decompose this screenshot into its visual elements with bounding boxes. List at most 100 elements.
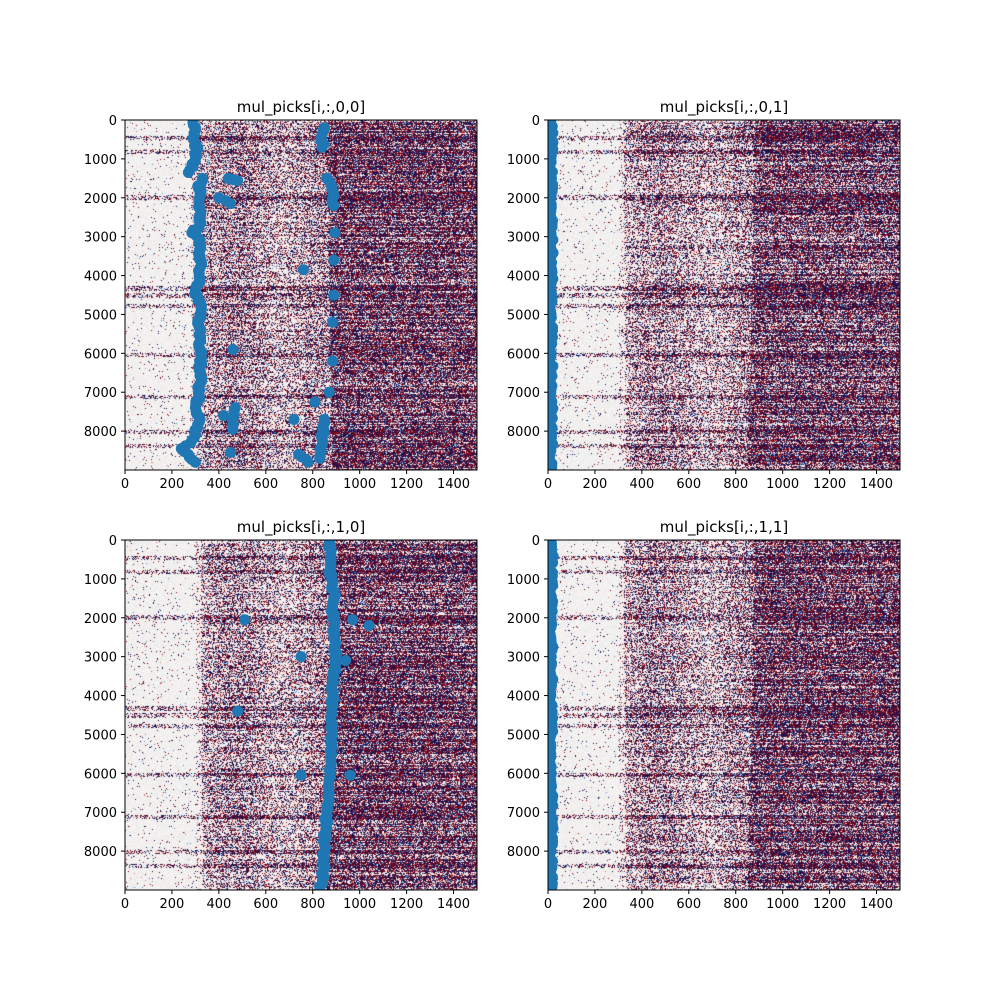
pick-point [329,227,341,239]
pick-point [189,456,201,468]
pick-point [314,884,326,890]
y-tick-label: 6000 [84,767,117,782]
x-tick-label: 1200 [813,897,846,912]
y-tick-label: 2000 [84,612,117,627]
x-tick-label: 1000 [766,477,799,492]
pick-point [314,452,326,464]
y-tick-label: 5000 [507,728,540,743]
y-tick-label: 7000 [84,806,117,821]
y-tick-label: 1000 [84,573,117,588]
x-tick-label: 800 [300,897,325,912]
subplot-title: mul_picks[i,:,1,0] [237,518,366,537]
x-tick-label: 200 [583,897,608,912]
pick-point [295,769,307,781]
axes-frame [547,119,901,471]
pick-point [328,200,340,212]
axes-frame [124,539,478,891]
y-tick-label: 0 [109,114,117,129]
y-tick-label: 5000 [84,728,117,743]
x-tick-label: 200 [583,477,608,492]
y-tick-label: 8000 [84,425,117,440]
y-tick-label: 5000 [84,308,117,323]
y-tick-label: 7000 [507,806,540,821]
pick-point [225,447,237,458]
y-tick-label: 2000 [84,192,117,207]
pick-point [182,167,194,178]
y-tick-label: 3000 [507,231,540,246]
axes-frame [547,539,901,891]
y-tick-label: 6000 [507,347,540,362]
x-tick-label: 0 [544,477,552,492]
y-tick-label: 4000 [507,690,540,705]
pick-point [295,651,307,663]
pick-point [548,464,557,470]
picks-layer [548,540,559,890]
pick-point [323,386,335,398]
heatmap-image [548,540,900,890]
pick-point [288,413,300,425]
x-tick-label: 400 [629,897,654,912]
axes-frame [124,119,478,471]
heatmap-image [125,120,477,470]
x-tick-label: 600 [676,897,701,912]
pick-point [548,884,557,890]
y-tick-label: 4000 [507,270,540,285]
pick-point [327,355,339,367]
x-tick-label: 0 [121,477,129,492]
pick-point [309,396,321,408]
heatmap-image [125,540,477,890]
pick-point [232,175,244,187]
x-tick-label: 1000 [343,477,376,492]
y-tick-label: 7000 [507,386,540,401]
x-tick-label: 800 [300,477,325,492]
y-tick-label: 0 [109,534,117,549]
heatmap-image [548,120,900,470]
x-tick-label: 200 [160,477,185,492]
pick-point [363,620,375,632]
y-tick-label: 1000 [507,153,540,168]
x-tick-label: 0 [544,897,552,912]
pick-point [340,655,352,667]
subplot-title: mul_picks[i,:,0,1] [660,98,789,117]
x-tick-label: 400 [629,477,654,492]
y-tick-label: 1000 [507,573,540,588]
x-tick-label: 1200 [390,477,423,492]
y-tick-label: 3000 [507,651,540,666]
x-tick-label: 1400 [860,477,893,492]
pick-point [227,343,239,355]
y-tick-label: 1000 [84,153,117,168]
picks-layer [175,120,341,468]
y-tick-label: 5000 [507,308,540,323]
y-tick-label: 6000 [84,347,117,362]
y-tick-label: 3000 [84,231,117,246]
x-tick-label: 600 [253,477,278,492]
x-tick-label: 600 [676,477,701,492]
x-tick-label: 1400 [437,897,470,912]
subplot-title: mul_picks[i,:,1,1] [660,518,789,537]
picks-layer [548,120,559,470]
pick-point [344,769,356,781]
y-tick-label: 8000 [84,845,117,860]
x-tick-label: 200 [160,897,185,912]
subplot-4: 0 200 400 600 800 1000 1200 1400 0 1000 2000 3000 40… [507,518,901,912]
pick-point [232,705,244,717]
x-tick-label: 1000 [343,897,376,912]
picks-layer [232,540,375,890]
x-tick-label: 400 [206,897,231,912]
subplot-3: 0 200 400 600 800 1000 1200 1400 0 1000 2000 3000 40… [84,518,478,912]
pick-point [302,456,314,468]
pick-point [327,316,339,328]
pick-point [297,264,309,276]
x-tick-label: 1200 [813,477,846,492]
pick-point [239,614,251,626]
pick-point [227,423,239,435]
x-tick-label: 1000 [766,897,799,912]
pick-point [347,614,359,626]
subplot-2: 0 200 400 600 800 1000 1200 1400 0 1000 2000 3000 40… [507,98,901,492]
subplot-title: mul_picks[i,:,0,0] [237,98,366,117]
y-tick-label: 6000 [507,767,540,782]
x-tick-label: 0 [121,897,129,912]
x-tick-label: 800 [723,477,748,492]
x-tick-label: 1200 [390,897,423,912]
